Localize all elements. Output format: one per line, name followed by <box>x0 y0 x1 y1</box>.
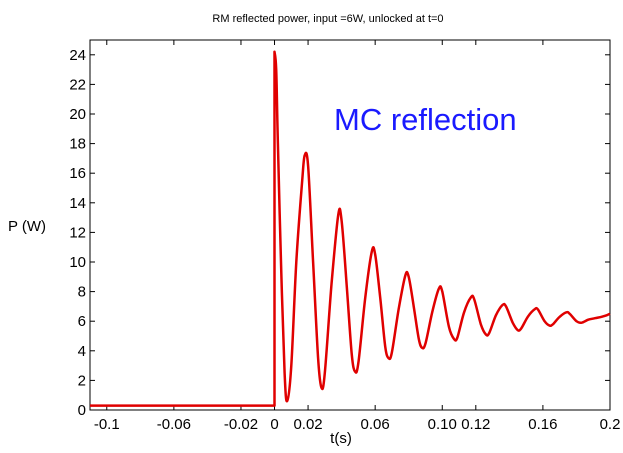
x-tick-label: 0 <box>270 416 278 433</box>
x-tick-label: -0.1 <box>94 416 120 433</box>
y-tick-label: 24 <box>69 47 86 64</box>
x-tick-label: -0.02 <box>224 416 258 433</box>
y-tick-label: 8 <box>78 284 86 301</box>
x-tick-label: 0.06 <box>361 416 390 433</box>
y-axis-label: P (W) <box>8 218 46 235</box>
y-tick-label: 22 <box>69 76 86 93</box>
series-line <box>90 50 611 407</box>
x-tick-label: 0.02 <box>293 416 322 433</box>
plot-frame <box>89 39 611 411</box>
annotation-label: MC reflection <box>334 102 517 137</box>
x-tick-label: 0.10 <box>428 416 457 433</box>
y-tick-label: 2 <box>78 372 86 389</box>
y-tick-label: 4 <box>78 343 86 360</box>
y-tick-label: 18 <box>69 136 86 153</box>
x-tick-label: -0.06 <box>157 416 191 433</box>
x-axis-label: t(s) <box>330 430 352 447</box>
y-tick-label: 12 <box>69 224 86 241</box>
y-tick-label: 0 <box>78 402 86 419</box>
x-axis-ticks: -0.1 -0.06 -0.02 0 0.02 0.06 0.10 0.12 0.16 0.2 <box>94 40 621 433</box>
y-tick-label: 6 <box>78 313 86 330</box>
x-tick-label: 0.12 <box>461 416 490 433</box>
y-tick-label: 14 <box>69 195 86 212</box>
x-tick-label: 0.2 <box>600 416 621 433</box>
y-tick-label: 16 <box>69 165 86 182</box>
x-tick-label: 0.16 <box>528 416 557 433</box>
chart-title: RM reflected power, input =6W, unlocked … <box>212 13 443 25</box>
y-tick-label: 20 <box>69 106 86 123</box>
y-tick-label: 10 <box>69 254 86 271</box>
